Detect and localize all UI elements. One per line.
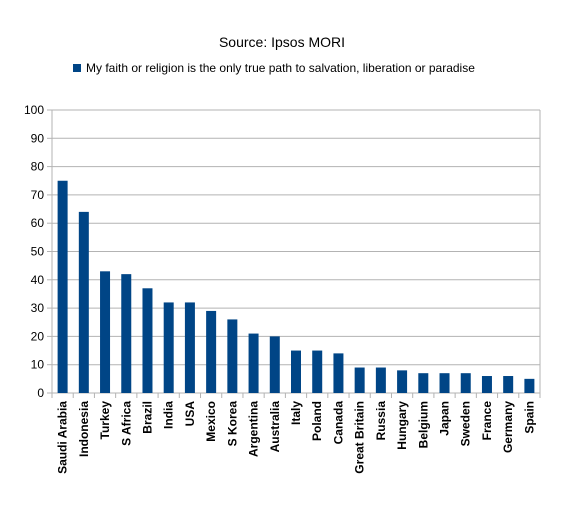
bars xyxy=(57,180,535,393)
bar xyxy=(57,180,68,393)
y-tick-label: 50 xyxy=(31,245,45,259)
bar xyxy=(375,367,386,393)
y-tick-label: 60 xyxy=(31,216,45,230)
x-tick-label: USA xyxy=(183,401,197,427)
legend-label: My faith or religion is the only true pa… xyxy=(86,61,475,75)
bar xyxy=(78,211,89,393)
x-tick-label: Mexico xyxy=(204,401,218,442)
bar xyxy=(121,274,132,393)
bar xyxy=(227,319,238,393)
x-tick-label: Great Britain xyxy=(353,401,367,474)
x-tick-label: Brazil xyxy=(140,401,154,434)
bar xyxy=(333,353,344,393)
x-tick-label: Germany xyxy=(501,401,515,453)
x-tick-label: Canada xyxy=(331,401,345,445)
bar xyxy=(184,302,195,393)
x-tick-label: India xyxy=(162,401,176,429)
y-axis: 0 10 20 30 40 50 60 70 80 90 100 xyxy=(24,103,44,400)
x-tick-label: Spain xyxy=(522,401,536,434)
y-tick-label: 10 xyxy=(31,358,45,372)
x-tick-label: Hungary xyxy=(395,401,409,450)
bar xyxy=(206,310,217,393)
x-tick-label: Poland xyxy=(310,401,324,441)
y-tick-label: 90 xyxy=(31,131,45,145)
y-tick-label: 70 xyxy=(31,188,45,202)
bar xyxy=(354,367,365,393)
x-tick-label: Italy xyxy=(289,401,303,425)
y-tick-label: 30 xyxy=(31,301,45,315)
x-tick-label: Turkey xyxy=(98,401,112,440)
bar xyxy=(524,378,535,393)
x-axis: Saudi Arabia Indonesia Turkey S Africa Brazi… xyxy=(56,401,537,474)
y-tick-label: 0 xyxy=(37,386,44,400)
bar xyxy=(291,350,301,393)
y-tick-label: 100 xyxy=(24,103,44,117)
y-tick-label: 20 xyxy=(31,329,45,343)
x-tick-label: Indonesia xyxy=(77,401,91,457)
bar xyxy=(142,288,153,393)
bar xyxy=(248,333,259,393)
bar xyxy=(439,373,450,393)
bar xyxy=(269,336,280,393)
x-tick-label: France xyxy=(480,401,494,441)
x-tick-label: Saudi Arabia xyxy=(56,401,70,474)
legend-swatch xyxy=(73,64,81,72)
bar xyxy=(163,302,174,393)
bar xyxy=(418,373,429,393)
bar xyxy=(503,376,514,393)
grid-lines xyxy=(47,109,541,398)
x-tick-label: Belgium xyxy=(416,401,430,448)
bar xyxy=(312,350,323,393)
y-tick-label: 40 xyxy=(31,273,45,287)
chart-title: Source: Ipsos MORI xyxy=(219,34,345,50)
x-tick-label: S Korea xyxy=(225,401,239,447)
x-tick-label: Australia xyxy=(268,401,282,453)
x-tick-label: Japan xyxy=(438,401,452,436)
x-tick-label: Argentina xyxy=(247,401,261,457)
bar xyxy=(481,376,492,393)
bar xyxy=(460,373,471,393)
bar xyxy=(397,370,408,393)
y-tick-label: 80 xyxy=(31,160,45,174)
x-tick-label: Russia xyxy=(374,401,388,441)
bar xyxy=(100,271,111,393)
x-tick-label: S Africa xyxy=(119,401,133,446)
x-tick-label: Sweden xyxy=(459,401,473,446)
